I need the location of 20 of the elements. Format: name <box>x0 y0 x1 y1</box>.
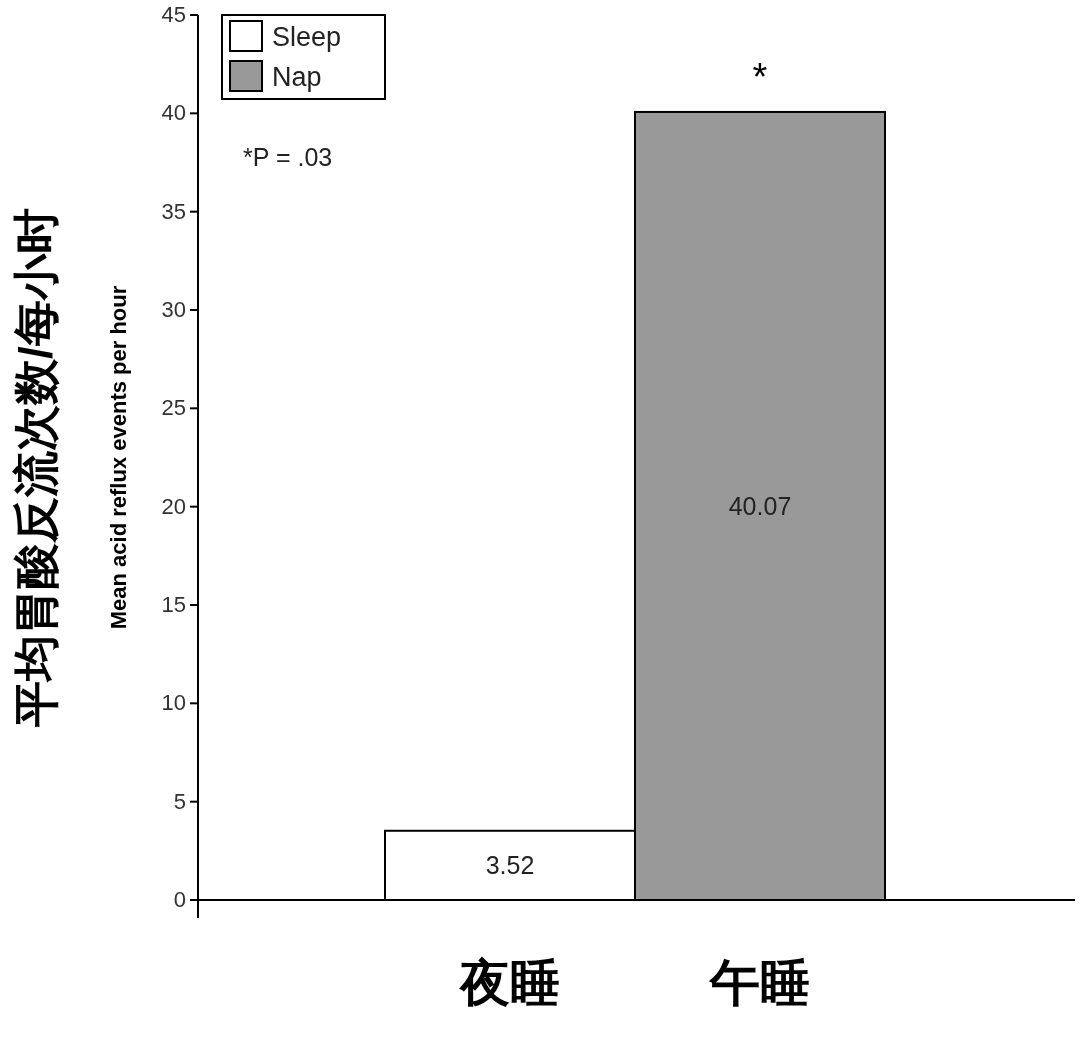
y-tick-label: 10 <box>161 690 186 716</box>
y-tick-label: 40 <box>161 100 186 126</box>
annotation: * <box>752 55 768 98</box>
legend-label: Nap <box>272 62 322 92</box>
data-label: 40.07 <box>728 491 792 520</box>
legend-label: Sleep <box>272 22 342 52</box>
y-tick-label: 5 <box>173 788 186 814</box>
data-label: 3.52 <box>485 851 535 880</box>
x-tick-label: 午睡 <box>708 955 810 1011</box>
y-tick-label: 30 <box>161 297 186 322</box>
x-tick-label: 夜睡 <box>458 955 560 1011</box>
y-tick-label: 20 <box>161 493 186 519</box>
text: 平均胃酸反流次数/每小时 <box>10 208 62 727</box>
y-axis-title: Mean acid reflux events per hour <box>106 285 131 630</box>
y-tick-label: 25 <box>161 395 186 421</box>
y-tick-label: 0 <box>173 887 186 912</box>
y-tick-label: 35 <box>161 198 186 224</box>
annotation: *P = .03 <box>243 143 333 171</box>
y-tick-label: 45 <box>161 2 186 27</box>
y-tick-label: 15 <box>161 592 186 617</box>
